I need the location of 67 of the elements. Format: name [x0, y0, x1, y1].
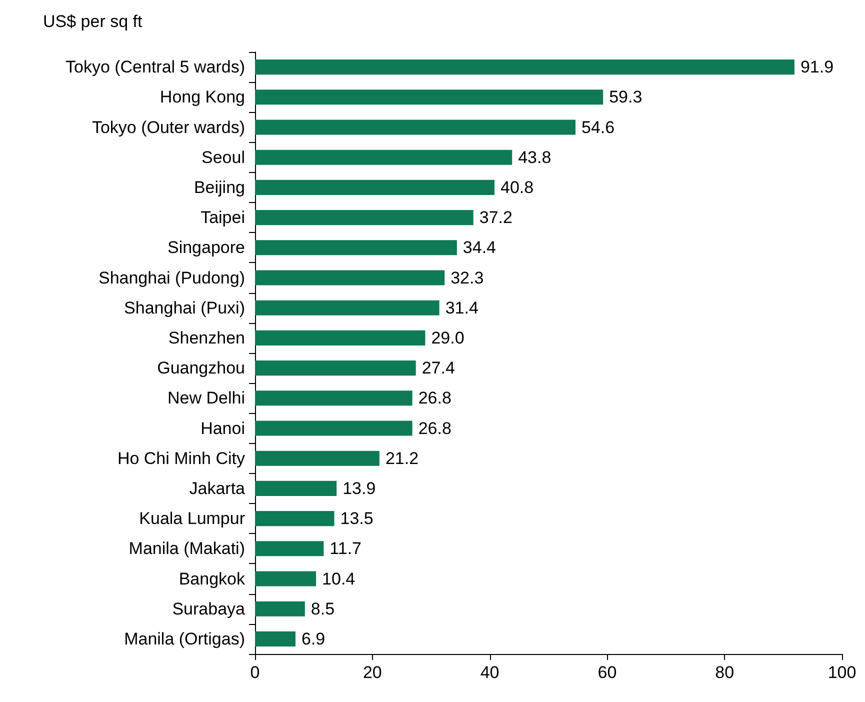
data-label: 6.9 [302, 629, 326, 648]
x-tick-label: 0 [250, 663, 260, 682]
bar [255, 90, 604, 105]
data-label: 34.4 [462, 238, 496, 258]
y-tick-label: Tokyo (Central 5 wards) [65, 58, 245, 77]
data-label: 40.8 [500, 178, 534, 197]
data-label: 27.4 [422, 358, 455, 378]
y-tick-label: Guangzhou [157, 358, 245, 378]
bar [255, 571, 316, 586]
data-label: 8.5 [310, 599, 335, 618]
data-label: 43.8 [518, 148, 552, 167]
bar [255, 420, 412, 436]
bar [255, 240, 457, 256]
text: US$ per sq ft [43, 12, 142, 31]
y-tick-label: Taipei [200, 208, 245, 228]
y-tick-label: Singapore [167, 238, 245, 258]
bar [255, 300, 440, 316]
y-tick-label: Manila (Ortigas) [124, 629, 245, 648]
data-label: 13.5 [340, 509, 374, 528]
x-tick-label: 100 [828, 663, 856, 682]
bar [255, 390, 412, 406]
y-tick-label: Shanghai (Puxi) [124, 298, 245, 318]
data-label: 54.6 [582, 118, 615, 137]
data-label: 26.8 [418, 418, 452, 438]
y-tick-label: Hong Kong [160, 88, 245, 107]
data-label: 29.0 [431, 328, 464, 348]
data-label: 13.9 [342, 478, 376, 498]
data-label: 59.3 [609, 88, 642, 107]
bar [255, 210, 474, 226]
data-label: 32.3 [450, 268, 484, 288]
y-tick-label: Bangkok [178, 569, 246, 588]
bar [255, 330, 426, 346]
y-tick-label: Manila (Makati) [128, 539, 245, 558]
x-tick-label: 80 [715, 663, 734, 682]
y-tick-label: Hanoi [200, 418, 245, 438]
y-tick-label: New Delhi [168, 388, 245, 408]
y-tick-label: Beijing [194, 178, 245, 197]
data-label: 37.2 [479, 208, 512, 228]
bar [255, 601, 305, 616]
y-tick-label: Kuala Lumpur [139, 509, 246, 528]
data-label: 31.4 [445, 298, 478, 318]
bar [255, 120, 576, 135]
y-tick-label: Ho Chi Minh City [117, 448, 246, 468]
y-tick-label: Shenzhen [168, 328, 245, 348]
bar [255, 480, 337, 496]
bar [255, 631, 296, 646]
data-label: 10.4 [322, 569, 356, 588]
data-label: 26.8 [418, 388, 452, 408]
x-tick-label: 40 [480, 663, 500, 682]
bar [255, 450, 380, 466]
data-label: 11.7 [330, 539, 362, 558]
bar [255, 180, 494, 195]
bar [255, 541, 324, 556]
y-tick-label: Seoul [202, 148, 245, 167]
y-tick-label: Tokyo (Outer wards) [92, 118, 245, 137]
data-label: 91.9 [800, 58, 834, 77]
bar [255, 360, 416, 376]
y-tick-label: Jakarta [189, 478, 246, 498]
bar [255, 511, 334, 526]
bar [255, 150, 512, 165]
bar [255, 60, 794, 75]
data-label: 21.2 [385, 448, 419, 468]
x-tick-label: 60 [598, 663, 617, 682]
x-tick-label: 20 [362, 663, 382, 682]
y-tick-label: Surabaya [172, 599, 246, 618]
bar [255, 270, 445, 286]
y-tick-label: Shanghai (Pudong) [98, 268, 245, 288]
